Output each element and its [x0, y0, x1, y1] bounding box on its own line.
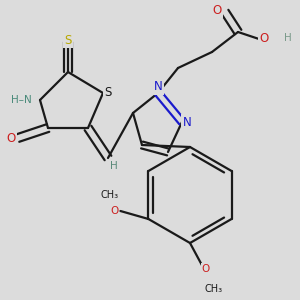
Text: O: O	[110, 206, 118, 216]
Text: O: O	[260, 32, 268, 44]
Text: H: H	[284, 33, 292, 43]
Text: N: N	[154, 80, 162, 94]
Text: S: S	[104, 86, 112, 100]
Text: H–N: H–N	[11, 95, 32, 105]
Text: N: N	[183, 116, 191, 128]
Text: CH₃: CH₃	[100, 190, 118, 200]
Text: O: O	[202, 264, 210, 274]
Text: O: O	[7, 131, 16, 145]
Text: CH₃: CH₃	[205, 284, 223, 294]
Text: H: H	[110, 161, 118, 171]
Text: S: S	[64, 34, 72, 46]
Text: O: O	[212, 4, 222, 16]
